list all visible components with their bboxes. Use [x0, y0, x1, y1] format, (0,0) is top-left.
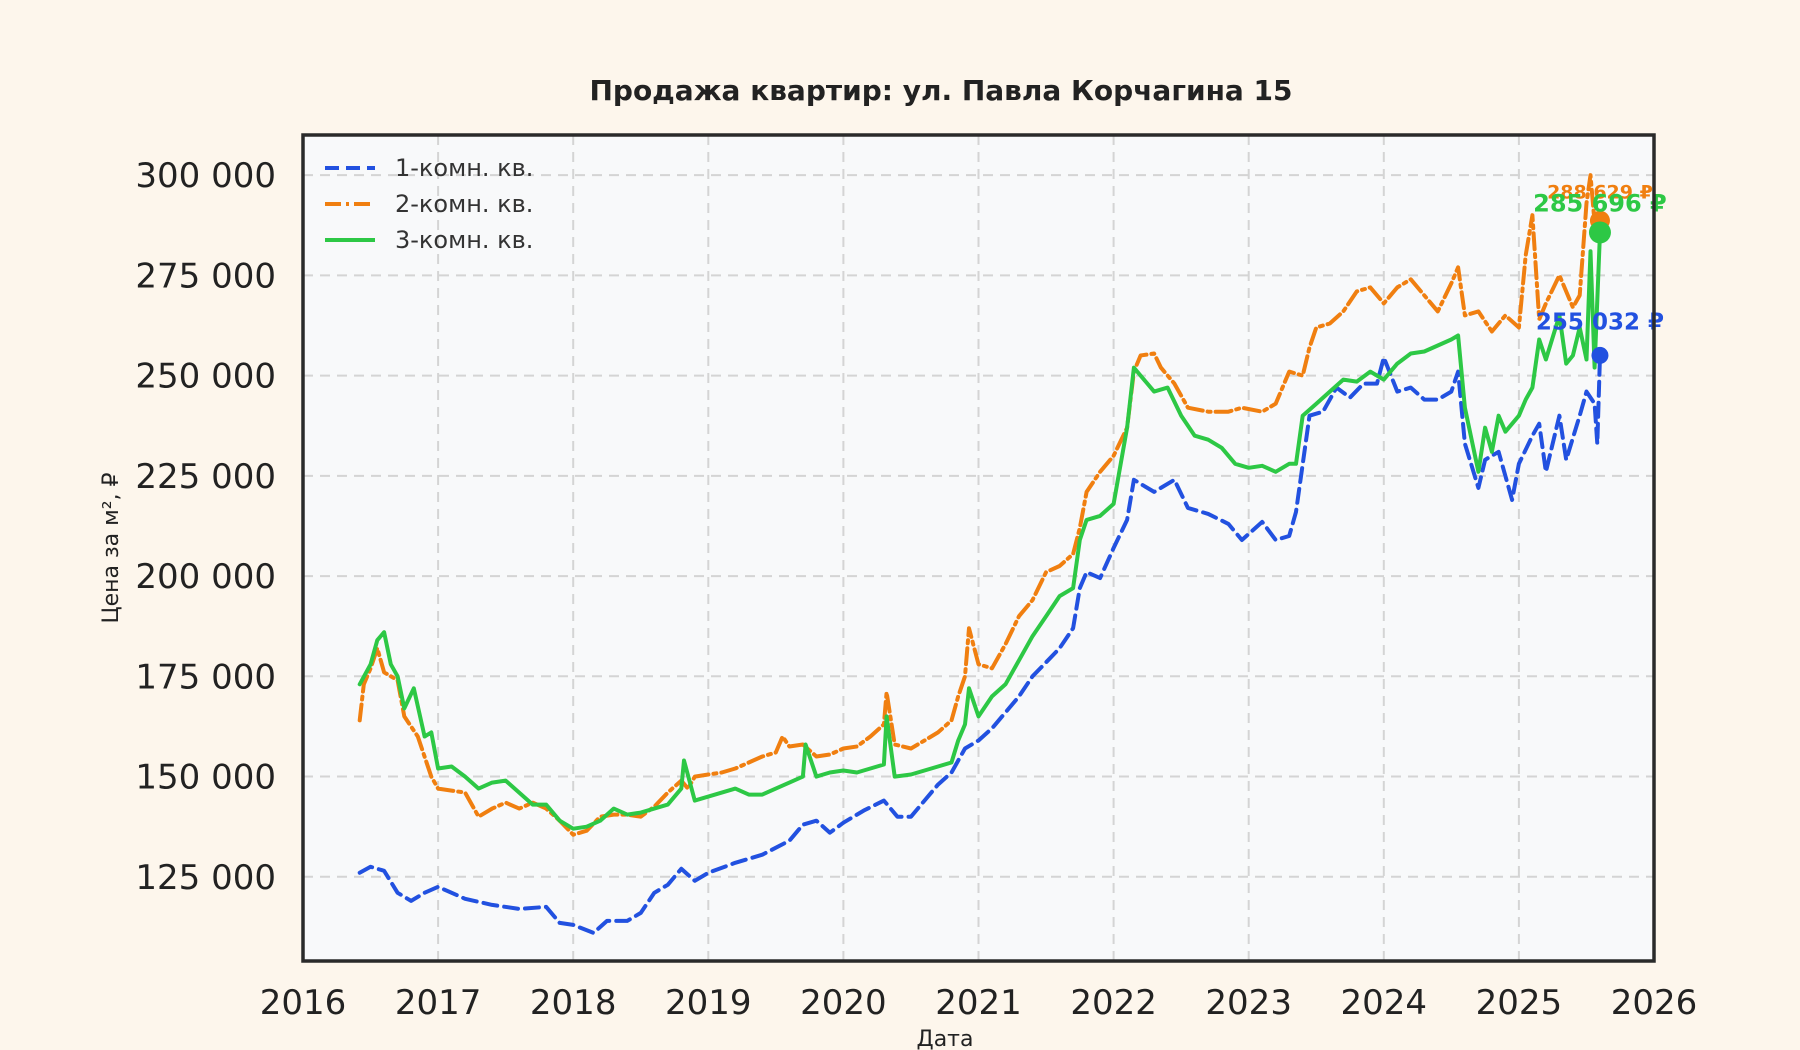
y-tick-label: 200 000 — [135, 557, 276, 597]
y-tick-label: 225 000 — [135, 457, 276, 497]
y-axis-ticks: 125 000 150 000 175 000 200 000 225 000 250 0… — [135, 156, 276, 898]
series-layer — [357, 173, 1602, 935]
legend-label-3: 3-комн. кв. — [395, 226, 533, 254]
x-tick-label: 2024 — [1341, 983, 1428, 1023]
x-tick-label: 2022 — [1070, 983, 1157, 1023]
y-tick-label: 300 000 — [135, 156, 276, 196]
y-tick-label: 150 000 — [135, 758, 276, 798]
plot-frame — [301, 133, 1656, 963]
series-line-3 — [357, 230, 1602, 831]
x-tick-label: 2023 — [1205, 983, 1292, 1023]
x-tick-label: 2026 — [1611, 983, 1698, 1023]
end-value-label-3: 285 696 ₽ — [1533, 189, 1667, 217]
x-tick-label: 2020 — [800, 983, 887, 1023]
x-tick-label: 2016 — [260, 983, 347, 1023]
x-axis-ticks: 2016 2017 2018 2019 2020 2021 2022 2023 2024 2025… — [260, 983, 1698, 1023]
legend-label-1: 1-комн. кв. — [395, 154, 533, 182]
end-value-label-1: 255 032 ₽ — [1536, 309, 1664, 335]
y-tick-label: 275 000 — [135, 256, 276, 296]
end-point-marker-3 — [1588, 221, 1611, 244]
y-tick-label: 175 000 — [135, 657, 276, 697]
x-tick-label: 2019 — [665, 983, 752, 1023]
legend: 1-комн. кв. 2-комн. кв. 3-комн. кв. — [325, 154, 533, 254]
x-tick-label: 2021 — [935, 983, 1022, 1023]
y-axis-label: Цена за м², ₽ — [99, 472, 124, 623]
y-tick-label: 125 000 — [135, 858, 276, 898]
end-point-marker-1 — [1591, 346, 1609, 364]
x-tick-label: 2018 — [530, 983, 617, 1023]
end-markers: 255 032 ₽ 288 629 ₽285 696 ₽ — [1533, 182, 1667, 364]
series-line-1 — [357, 353, 1602, 935]
y-tick-label: 250 000 — [135, 357, 276, 397]
chart-title: Продажа квартир: ул. Павла Корчагина 15 — [589, 74, 1292, 107]
legend-label-2: 2-комн. кв. — [395, 190, 533, 218]
x-tick-label: 2025 — [1476, 983, 1563, 1023]
x-tick-label: 2017 — [395, 983, 482, 1023]
x-axis-label: Дата — [917, 1027, 974, 1050]
end-value-label-2: 288 629 ₽ — [1547, 182, 1653, 204]
